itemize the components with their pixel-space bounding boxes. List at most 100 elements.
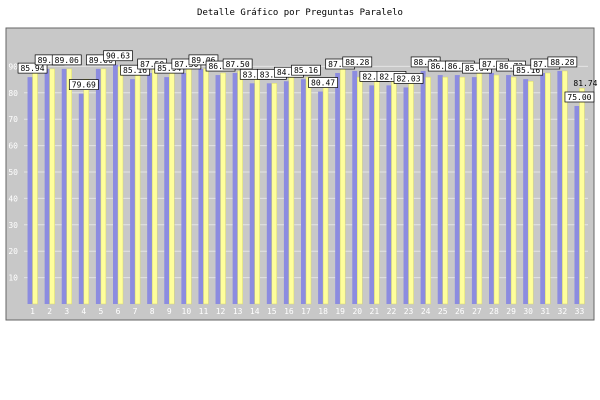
x-tick-label: 11: [199, 307, 209, 316]
x-tick-label: 31: [540, 307, 550, 316]
bar: [83, 78, 90, 305]
chart-title: Detalle Gráfico por Preguntas Paralelo: [197, 8, 403, 18]
data-label: 89.06: [55, 56, 79, 65]
bar: [203, 68, 209, 305]
data-label: 85.16: [294, 66, 318, 75]
data-label: 85.16: [123, 66, 147, 75]
bar: [215, 75, 221, 304]
bar: [254, 76, 260, 305]
bar: [181, 73, 187, 304]
data-label: 89.06: [191, 56, 215, 65]
bar: [374, 76, 380, 305]
y-tick-label: 50: [8, 168, 18, 177]
data-label: 75.00: [567, 93, 591, 102]
data-label: 85.94: [157, 64, 181, 73]
bar: [322, 83, 329, 305]
data-label-box: [342, 56, 373, 68]
data-label: 87.50: [482, 60, 506, 69]
x-tick-label: 24: [421, 307, 431, 316]
bar: [249, 83, 255, 304]
x-tick-label: 5: [98, 307, 103, 316]
bar: [574, 106, 580, 304]
bar: [454, 75, 460, 304]
x-tick-label: 4: [81, 307, 86, 316]
data-label: 88.28: [414, 58, 438, 67]
bar: [164, 77, 170, 304]
data-label: 82.03: [396, 74, 420, 83]
bar: [391, 80, 397, 305]
data-label-box: [222, 58, 253, 70]
x-tick-label: 9: [167, 307, 172, 316]
x-tick-label: 28: [489, 307, 499, 316]
bar: [459, 76, 466, 305]
y-tick-label: 10: [8, 274, 18, 283]
x-tick-label: 12: [216, 307, 226, 316]
data-label: 86.72: [448, 62, 472, 71]
bar: [352, 70, 358, 305]
data-label: 79.69: [72, 81, 96, 90]
x-tick-label: 13: [233, 307, 243, 316]
data-label: 90.63: [106, 52, 130, 61]
bar: [220, 72, 226, 305]
x-tick-label: 27: [472, 307, 482, 316]
data-label-box: [188, 54, 219, 66]
y-tick-label: 80: [8, 89, 18, 98]
bar: [357, 76, 363, 305]
data-label: 88.28: [550, 58, 574, 67]
data-label: 80.47: [311, 79, 335, 88]
x-tick-label: 21: [370, 307, 380, 316]
data-label: 83.59: [243, 70, 267, 79]
y-tick-label: 30: [8, 221, 18, 230]
bar: [283, 81, 289, 304]
data-label-box: [393, 73, 424, 84]
data-label: 87.50: [533, 60, 557, 69]
bar: [130, 79, 136, 304]
bar: [271, 83, 278, 305]
data-label: 88.28: [345, 58, 369, 67]
bar: [545, 72, 551, 305]
bar: [420, 70, 426, 305]
data-label-box: [291, 64, 321, 76]
bar: [476, 72, 483, 305]
bar: [540, 73, 546, 304]
x-tick-label: 8: [150, 307, 155, 316]
bar: [437, 75, 443, 304]
bar: [369, 85, 375, 305]
x-tick-label: 30: [523, 307, 533, 316]
x-tick-label: 26: [455, 307, 465, 316]
x-tick-label: 7: [133, 307, 138, 316]
data-label: 83.59: [260, 70, 284, 79]
x-tick-label: 1: [30, 307, 35, 316]
bar: [237, 70, 243, 305]
data-label-box: [564, 91, 595, 103]
x-tick-label: 25: [438, 307, 448, 316]
x-tick-label: 32: [558, 307, 568, 316]
bar: [339, 68, 346, 305]
bar: [134, 74, 141, 305]
bar: [266, 83, 272, 304]
data-label-box: [120, 64, 150, 76]
bar: [232, 73, 238, 304]
bar: [562, 70, 568, 305]
bar: [169, 68, 175, 305]
x-tick-label: 2: [47, 307, 52, 316]
bar: [49, 68, 55, 305]
bar: [318, 91, 324, 304]
data-label: 89.06: [89, 56, 113, 65]
data-label-box: [103, 50, 133, 62]
data-label: 84.38: [277, 68, 301, 77]
x-tick-label: 17: [301, 307, 311, 316]
bar: [527, 80, 534, 305]
bar: [305, 76, 312, 305]
bar: [78, 93, 84, 304]
bar: [579, 87, 585, 305]
bar: [557, 70, 563, 305]
x-tick-label: 29: [506, 307, 516, 316]
x-tick-label: 16: [284, 307, 294, 316]
bar: [100, 68, 107, 305]
data-label: 89.06: [38, 56, 62, 65]
data-label-box: [17, 62, 48, 74]
data-label: 82.81: [362, 72, 386, 81]
data-label: 85.16: [516, 66, 540, 75]
